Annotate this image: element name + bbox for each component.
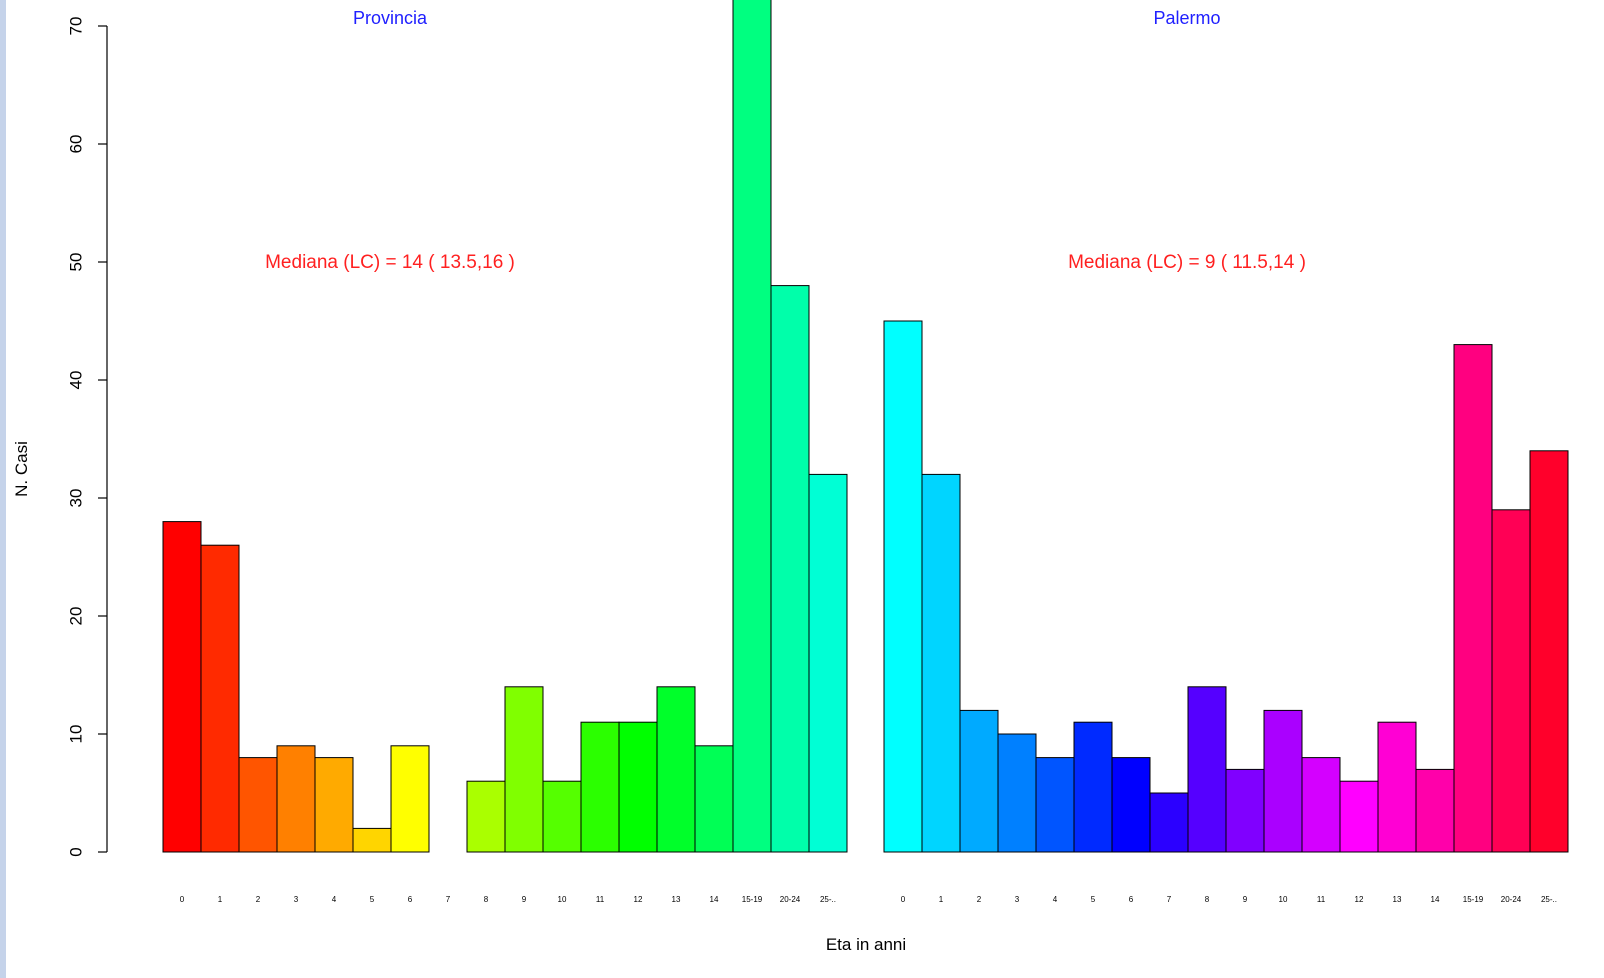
- y-tick-label: 30: [67, 489, 86, 508]
- bar-25-..: [808, 473, 848, 853]
- bar-2: [959, 709, 999, 853]
- bar-15-19: [732, 0, 772, 853]
- x-tick-label: 13: [672, 895, 681, 904]
- x-tick-label: 7: [1167, 895, 1172, 904]
- x-tick-label: 5: [370, 895, 375, 904]
- bar-14: [694, 745, 734, 853]
- bar-8: [466, 780, 506, 853]
- panel-title: Provincia: [353, 8, 428, 28]
- bar-7: [1149, 792, 1189, 853]
- bar-1: [200, 544, 240, 853]
- bar-20-24: [770, 285, 810, 853]
- bar-11: [580, 721, 620, 853]
- bars-group: [883, 320, 1569, 853]
- y-tick-label: 60: [67, 135, 86, 154]
- x-tick-label: 9: [522, 895, 527, 904]
- bar-12: [618, 721, 658, 853]
- bar-12: [1339, 780, 1379, 853]
- x-tick-label: 12: [634, 895, 643, 904]
- x-tick-label: 4: [332, 895, 337, 904]
- x-tick-label: 25-..: [820, 895, 836, 904]
- y-tick-label: 0: [67, 847, 86, 856]
- x-tick-labels: 0 1 2 3 4 5 6 7 8 9 10 11 12 13 14 15-19 20-24 25-..: [180, 895, 836, 904]
- bar-3: [997, 733, 1037, 853]
- x-tick-label: 2: [977, 895, 982, 904]
- bar-15-19: [1453, 344, 1493, 853]
- bar-2: [238, 757, 278, 853]
- x-tick-label: 6: [1129, 895, 1134, 904]
- x-tick-label: 15-19: [742, 895, 763, 904]
- bar-14: [1415, 768, 1455, 853]
- bars-group: [162, 0, 848, 853]
- x-tick-label: 13: [1393, 895, 1402, 904]
- bar-0: [162, 521, 202, 853]
- x-tick-label: 25-..: [1541, 895, 1557, 904]
- bar-11: [1301, 757, 1341, 853]
- y-tick-label: 10: [67, 725, 86, 744]
- bar-6: [390, 745, 430, 853]
- y-axis: 0 10 20 30 40 50 60 70: [67, 17, 108, 857]
- x-tick-label: 11: [1317, 895, 1326, 904]
- x-tick-label: 8: [484, 895, 489, 904]
- bar-13: [656, 686, 696, 853]
- bar-5: [1073, 721, 1113, 853]
- x-tick-labels: 0 1 2 3 4 5 6 7 8 9 10 11 12 13 14 15-19 20-24 25-..: [901, 895, 1557, 904]
- x-tick-label: 10: [1279, 895, 1288, 904]
- x-tick-label: 14: [710, 895, 719, 904]
- bar-5: [352, 827, 392, 853]
- x-tick-label: 20-24: [780, 895, 801, 904]
- x-tick-label: 0: [180, 895, 185, 904]
- x-tick-label: 7: [446, 895, 451, 904]
- x-tick-label: 5: [1091, 895, 1096, 904]
- bar-10: [542, 780, 582, 853]
- x-tick-label: 6: [408, 895, 413, 904]
- bar-4: [314, 757, 354, 853]
- y-axis-label: N. Casi: [12, 441, 31, 497]
- x-tick-label: 9: [1243, 895, 1248, 904]
- x-tick-label: 20-24: [1501, 895, 1522, 904]
- x-axis-label: Eta in anni: [826, 935, 906, 954]
- x-tick-label: 10: [558, 895, 567, 904]
- panel-provincia: Provincia Mediana (LC) = 14 ( 13.5,16 ) …: [162, 0, 848, 904]
- x-tick-label: 12: [1355, 895, 1364, 904]
- x-tick-label: 1: [218, 895, 223, 904]
- median-annotation: Mediana (LC) = 14 ( 13.5,16 ): [265, 252, 515, 273]
- bar-1: [921, 473, 961, 853]
- x-tick-label: 14: [1431, 895, 1440, 904]
- bar-8: [1187, 686, 1227, 853]
- bar-6: [1111, 757, 1151, 853]
- y-tick-label: 70: [67, 17, 86, 36]
- bar-9: [504, 686, 544, 853]
- bar-4: [1035, 757, 1075, 853]
- panel-title: Palermo: [1153, 8, 1220, 28]
- x-tick-label: 1: [939, 895, 944, 904]
- x-tick-label: 0: [901, 895, 906, 904]
- bar-3: [276, 745, 316, 853]
- bar-25-..: [1529, 450, 1569, 853]
- x-tick-label: 3: [294, 895, 299, 904]
- bar-20-24: [1491, 509, 1531, 853]
- y-tick-label: 50: [67, 253, 86, 272]
- x-tick-label: 4: [1053, 895, 1058, 904]
- x-tick-label: 11: [596, 895, 605, 904]
- y-tick-label: 20: [67, 607, 86, 626]
- bar-10: [1263, 709, 1303, 853]
- y-tick-label: 40: [67, 371, 86, 390]
- x-tick-label: 15-19: [1463, 895, 1484, 904]
- left-edge-strip: [0, 0, 6, 978]
- x-tick-label: 3: [1015, 895, 1020, 904]
- bar-0: [883, 320, 923, 853]
- x-tick-label: 2: [256, 895, 261, 904]
- bar-9: [1225, 768, 1265, 853]
- median-annotation: Mediana (LC) = 9 ( 11.5,14 ): [1068, 252, 1306, 273]
- x-tick-label: 8: [1205, 895, 1210, 904]
- bar-13: [1377, 721, 1417, 853]
